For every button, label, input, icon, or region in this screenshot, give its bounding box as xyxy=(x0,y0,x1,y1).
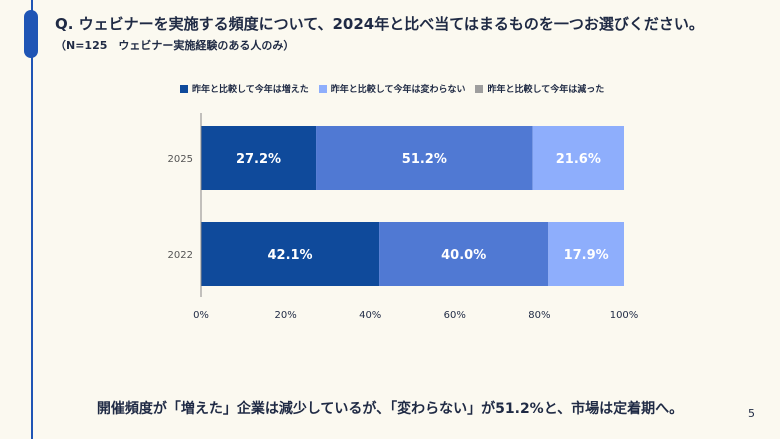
bar-segment-2022-0 xyxy=(201,222,380,286)
bar-segment-2025-2 xyxy=(532,126,624,190)
legend-item-increased: 昨年と比較して今年は増えた xyxy=(180,82,309,95)
left-accent-line xyxy=(31,0,33,439)
bar-segment-2025-0 xyxy=(201,126,317,190)
page-subtitle: （N=125 ウェビナー実施経験のある人のみ） xyxy=(55,39,295,52)
category-label-2025: 2025 xyxy=(168,154,193,165)
legend-swatch-increased xyxy=(180,84,188,93)
legend-label-unchanged: 昨年と比較して今年は変わらない xyxy=(330,85,466,95)
category-label-2022: 2022 xyxy=(168,250,193,261)
conclusion-text: 開催頻度が「増えた」企業は減少しているが、「変わらない」が51.2%と、市場は定… xyxy=(96,401,684,417)
x-tick-label: 20% xyxy=(274,310,296,321)
bar-segment-2022-2 xyxy=(548,222,624,286)
data-label-2022-2: 17.9% xyxy=(564,248,609,263)
page-title: Q. ウェビナーを実施する頻度について、2024年と比べ当てはまるものを一つお選… xyxy=(55,15,704,33)
data-label-2025-2: 21.6% xyxy=(556,152,601,167)
data-label-2022-1: 40.0% xyxy=(441,248,486,263)
bar-segment-2025-1 xyxy=(316,126,533,190)
x-tick-label: 100% xyxy=(610,310,639,321)
page-number: 5 xyxy=(748,407,755,420)
legend-item-decreased: 昨年と比較して今年は減った xyxy=(475,82,604,95)
legend-label-increased: 昨年と比較して今年は増えた xyxy=(192,85,309,95)
x-tick-label: 80% xyxy=(528,310,550,321)
data-label-2025-1: 51.2% xyxy=(402,152,447,167)
legend-label-decreased: 昨年と比較して今年は減った xyxy=(487,85,605,95)
data-label-2025-0: 27.2% xyxy=(236,152,281,167)
data-label-2022-0: 42.1% xyxy=(267,248,312,263)
x-tick-label: 60% xyxy=(444,310,466,321)
legend-swatch-unchanged xyxy=(318,84,327,93)
legend-swatch-decreased xyxy=(475,84,484,93)
x-tick-label: 40% xyxy=(359,310,381,321)
left-accent-tab xyxy=(24,10,38,58)
x-tick-label: 0% xyxy=(193,310,209,321)
legend-item-unchanged: 昨年と比較して今年は変わらない xyxy=(318,82,466,95)
chart-legend: 昨年と比較して今年は増えた 昨年と比較して今年は変わらない 昨年と比較して今年は… xyxy=(180,82,604,95)
bar-segment-2022-1 xyxy=(379,222,549,286)
